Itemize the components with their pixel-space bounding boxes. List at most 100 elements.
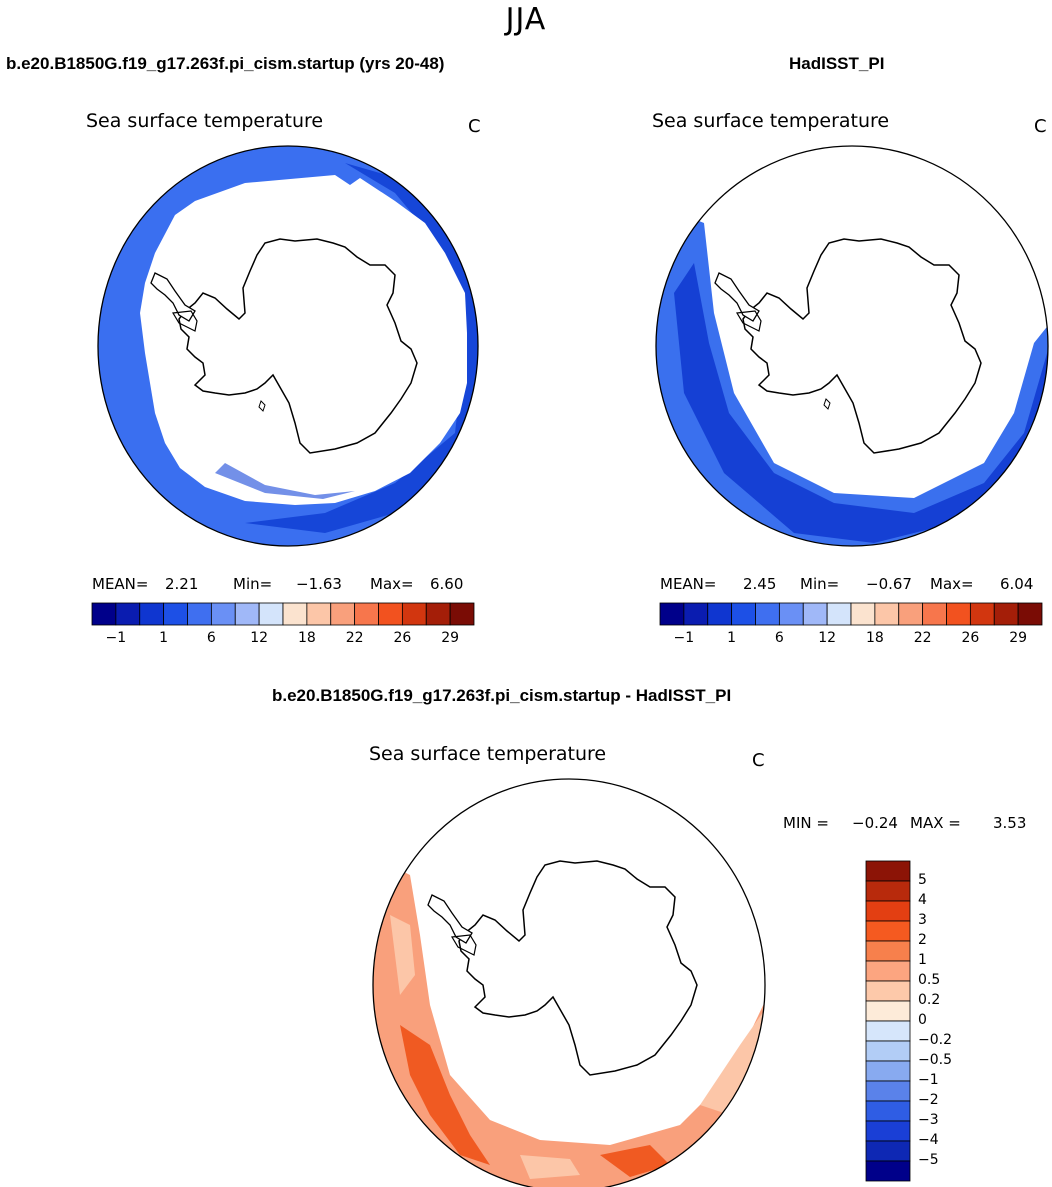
diff-peninsula [427,894,473,944]
model-colorbar-swatch [115,602,141,626]
obs-colorbar-labels: −1 1 6 12 18 22 26 29 [660,630,1042,650]
diff-colorbar-swatch [865,920,911,942]
model-colorbar-tick-label: 29 [441,630,460,646]
obs-colorbar [659,602,1043,626]
model-colorbar-tick-label: 26 [393,630,412,646]
model-peninsula [150,272,196,322]
diff-colorbar-swatch [865,1120,911,1142]
obs-colorbar-tick-label: 6 [774,630,784,646]
diff-colorbar-tick-label: −4 [918,1132,939,1148]
diff-antarctica-coastline [458,860,698,1076]
obs-colorbar-swatch [1017,602,1043,626]
diff-colorbar-tick-label: 0 [918,1012,927,1028]
model-max-label: Max= [370,575,414,593]
obs-colorbar-swatch [969,602,995,626]
model-colorbar-swatch [210,602,236,626]
obs-variable-label: Sea surface temperature [652,110,890,132]
obs-colorbar-tick-label: 26 [961,630,980,646]
obs-colorbar-swatch [802,602,828,626]
diff-colorbar-swatch [865,860,911,882]
model-colorbar-tick-label: 18 [297,630,316,646]
model-mean-label: MEAN= [92,575,149,593]
diff-min-value: −0.24 [852,814,898,832]
model-colorbar-swatch [378,602,403,626]
model-colorbar-swatch [354,602,379,626]
diff-colorbar-swatch [865,1160,911,1182]
obs-colorbar-tick-label: 18 [865,630,884,646]
obs-colorbar-swatch [707,602,733,626]
model-variable-label: Sea surface temperature [86,110,324,132]
obs-antarctica-coastline [742,238,982,454]
model-colorbar-swatch [234,602,260,626]
model-colorbar-tick-label: 1 [159,630,169,646]
diff-colorbar-tick-label: 5 [918,872,927,888]
obs-colorbar-swatch [826,602,852,626]
diff-panel-title: b.e20.B1850G.f19_g17.263f.pi_cism.startu… [272,686,732,705]
model-colorbar-swatch [330,602,356,626]
diff-colorbar-swatch [865,960,911,982]
diff-colorbar-swatch [865,1060,911,1082]
diff-max-label: MAX = [910,814,961,832]
model-colorbar-swatch [425,602,451,626]
obs-panel-title: HadISST_PI [789,54,885,73]
model-colorbar-swatch [306,602,332,626]
diff-colorbar-swatch [865,980,911,1002]
model-colorbar-tick-label: 22 [345,630,364,646]
obs-colorbar-swatch [659,602,685,626]
diff-max-value: 3.53 [993,814,1027,832]
obs-units-label: C [1034,116,1047,137]
diff-colorbar-tick-label: 2 [918,932,927,948]
obs-mean-label: MEAN= [660,575,717,593]
model-map [97,145,479,547]
obs-colorbar-tick-label: 29 [1009,630,1028,646]
model-colorbar-swatch [258,602,284,626]
obs-colorbar-swatch [755,602,780,626]
model-min-value: −1.63 [296,575,342,593]
obs-colorbar-swatch [922,602,947,626]
diff-colorbar-tick-label: 3 [918,912,927,928]
obs-colorbar-tick-label: 12 [818,630,837,646]
diff-colorbar-tick-label: −5 [918,1152,939,1168]
model-colorbar-swatch [187,602,212,626]
season-title: JJA [505,2,547,37]
diff-colorbar-swatch [865,900,911,922]
diff-colorbar-swatch [865,1140,911,1162]
model-max-value: 6.60 [430,575,464,593]
diff-min-label: MIN = [783,814,829,832]
diff-colorbar-tick-label: −3 [918,1112,939,1128]
obs-colorbar-swatch [850,602,876,626]
obs-colorbar-tick-label: 1 [727,630,737,646]
model-units-label: C [468,116,481,137]
diff-colorbar-tick-label: −2 [918,1092,939,1108]
obs-colorbar-swatch [898,602,924,626]
diff-colorbar [865,860,911,1182]
model-colorbar-swatch [163,602,188,626]
obs-min-value: −0.67 [866,575,912,593]
diff-colorbar-tick-label: 1 [918,952,927,968]
obs-colorbar-swatch [731,602,756,626]
obs-peninsula [714,272,760,322]
diff-colorbar-swatch [865,940,911,962]
obs-colorbar-swatch [946,602,971,626]
obs-colorbar-swatch [993,602,1019,626]
diff-strong-warm-patch [400,1025,490,1165]
obs-min-label: Min= [800,575,840,593]
model-colorbar [91,602,475,626]
diff-units-label: C [752,750,765,771]
model-colorbar-swatch [449,602,475,626]
model-mean-value: 2.21 [165,575,199,593]
model-min-label: Min= [233,575,273,593]
diff-warm-field [373,855,765,1187]
obs-max-value: 6.04 [1000,575,1034,593]
diff-colorbar-swatch [865,1020,911,1042]
obs-mean-value: 2.45 [743,575,777,593]
diff-colorbar-tick-label: −1 [918,1072,939,1088]
obs-map [655,145,1049,547]
diff-map [372,778,766,1187]
diff-colorbar-tick-label: 0.5 [918,972,941,988]
diff-colorbar-tick-label: 0.2 [918,992,941,1008]
diff-colorbar-swatch [865,1040,911,1062]
diff-colorbar-swatch [865,1080,911,1102]
diff-colorbar-tick-label: −0.2 [918,1032,952,1048]
obs-colorbar-tick-label: 22 [913,630,932,646]
